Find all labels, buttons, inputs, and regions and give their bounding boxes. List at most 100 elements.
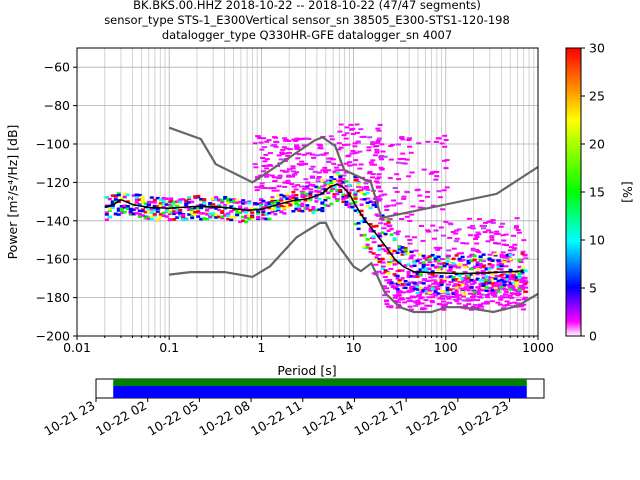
density-cell — [391, 199, 397, 202]
density-cell — [446, 249, 452, 252]
density-cell — [363, 182, 369, 185]
density-cell — [287, 148, 293, 151]
density-cell — [397, 248, 402, 251]
density-cell — [389, 256, 394, 259]
density-cell — [367, 136, 373, 139]
density-cell — [350, 205, 355, 209]
density-cell — [392, 294, 398, 297]
density-cell — [484, 289, 489, 292]
chart-title: BK.BKS.00.HHZ 2018-10-22 -- 2018-10-22 (… — [104, 0, 510, 42]
density-cell — [196, 207, 201, 210]
timeline-tick-label: 10-22 11 — [248, 398, 304, 439]
density-cell — [396, 291, 401, 294]
density-cell — [377, 137, 382, 140]
density-cell — [146, 217, 151, 220]
density-cell — [321, 153, 327, 156]
density-cell — [365, 201, 370, 204]
density-cell — [244, 214, 249, 218]
density-cell — [408, 151, 414, 154]
density-cell — [175, 203, 180, 206]
density-cell — [423, 299, 429, 302]
density-cell — [392, 261, 397, 264]
density-cell — [406, 290, 412, 293]
density-cell — [522, 283, 528, 286]
density-cell — [472, 265, 478, 268]
density-cell — [282, 212, 287, 215]
density-cell — [362, 193, 367, 196]
density-cell — [487, 267, 492, 271]
density-cell — [344, 180, 349, 183]
density-cell — [371, 235, 376, 238]
density-cell — [169, 205, 174, 208]
density-cell — [190, 216, 195, 220]
density-cell — [326, 196, 331, 200]
density-cell — [286, 140, 292, 142]
density-cell — [481, 283, 486, 286]
density-cell — [451, 257, 456, 261]
density-cell — [353, 193, 358, 196]
density-cell — [409, 213, 415, 216]
density-cell — [395, 287, 400, 291]
density-cell — [425, 229, 431, 232]
density-cell — [317, 190, 322, 193]
density-cell — [169, 197, 174, 200]
density-cell — [214, 198, 219, 202]
density-cell — [437, 297, 443, 300]
density-cell — [343, 162, 349, 165]
density-cell — [426, 230, 432, 233]
density-cell — [493, 277, 498, 280]
density-cell — [113, 198, 118, 201]
density-cell — [462, 282, 468, 285]
density-cell — [419, 308, 425, 311]
density-cell — [520, 252, 525, 255]
density-cell — [371, 252, 376, 255]
density-cell — [481, 260, 486, 263]
density-cell — [282, 185, 288, 188]
density-cell — [395, 274, 400, 278]
density-cell — [430, 253, 435, 257]
density-cell — [208, 203, 213, 206]
density-cell — [383, 222, 388, 226]
density-cell — [435, 137, 441, 140]
density-cell — [393, 300, 399, 303]
density-cell — [517, 276, 522, 279]
density-cell — [306, 152, 312, 155]
density-cell — [424, 270, 429, 273]
density-cell — [487, 281, 492, 285]
density-cell — [261, 137, 267, 140]
density-cell — [140, 201, 145, 204]
density-cell — [146, 203, 151, 206]
density-cell — [403, 280, 408, 283]
density-cell — [448, 288, 453, 291]
density-cell — [264, 175, 270, 178]
density-cell — [404, 190, 410, 193]
density-cell — [250, 207, 255, 210]
colorbar — [565, 47, 582, 337]
density-cell — [309, 176, 315, 179]
density-cell — [238, 209, 243, 212]
density-cell — [217, 203, 222, 207]
density-cell — [417, 293, 422, 296]
density-cell — [493, 291, 498, 295]
density-cell — [392, 273, 397, 276]
density-cell — [451, 276, 456, 279]
density-cell — [374, 258, 379, 261]
density-cell — [315, 180, 321, 183]
density-cell — [400, 250, 405, 253]
density-cell — [425, 190, 431, 193]
density-cell — [451, 262, 456, 265]
density-cell — [513, 226, 519, 229]
density-cell — [226, 213, 231, 216]
density-cell — [486, 289, 492, 292]
density-cell — [370, 173, 376, 176]
density-cell — [465, 298, 471, 301]
density-cell — [484, 278, 489, 282]
density-cell — [104, 211, 109, 214]
density-cell — [475, 231, 481, 234]
density-cell — [448, 262, 453, 265]
density-cell — [448, 268, 453, 271]
density-cell — [353, 175, 358, 178]
density-cell — [429, 293, 435, 296]
density-cell — [152, 201, 157, 204]
